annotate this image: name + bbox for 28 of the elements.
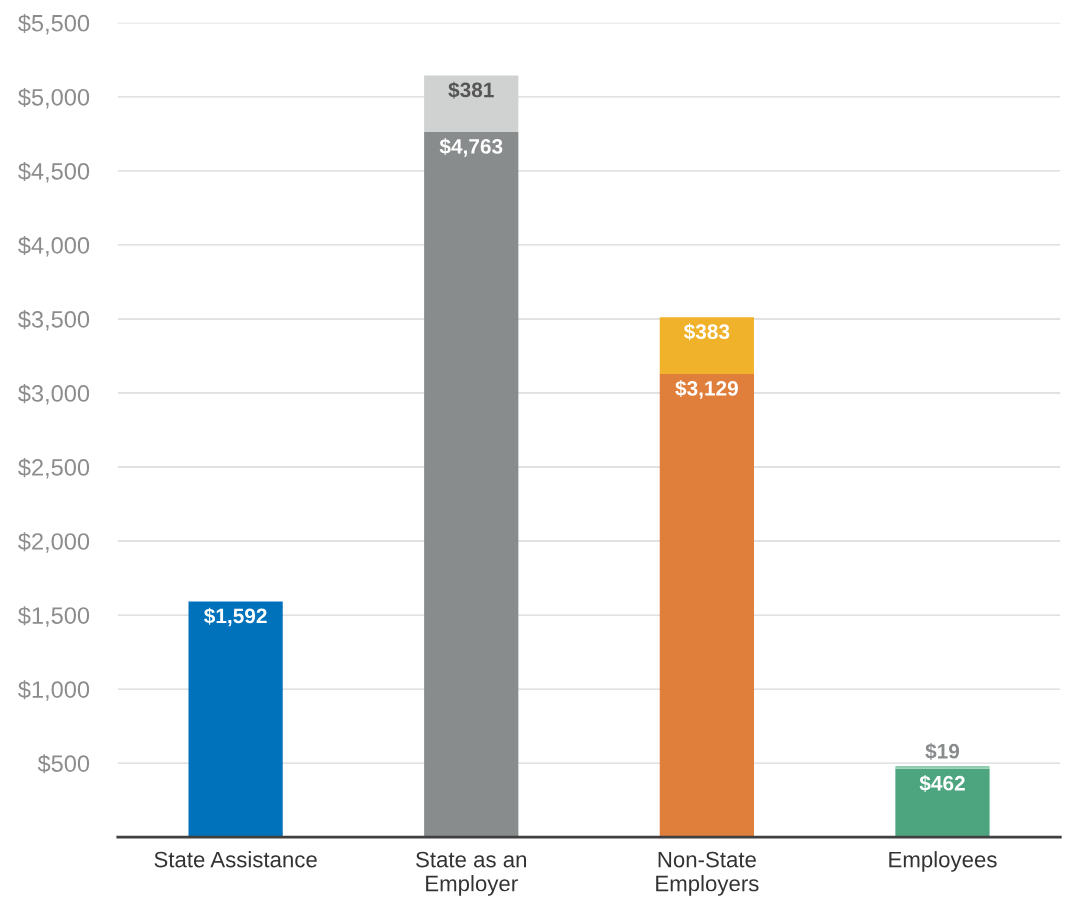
bar — [659, 373, 754, 838]
y-tick-label: $4,000 — [18, 235, 90, 257]
data-label: $383 — [683, 323, 730, 341]
data-label: $381 — [448, 81, 494, 99]
bar — [659, 317, 754, 374]
y-tick-label: $3,500 — [18, 310, 90, 331]
y-tick-label: $5,500 — [18, 13, 90, 35]
y-tick-label: $3,000 — [18, 384, 90, 405]
data-label: $462 — [919, 774, 965, 792]
y-tick-label: $5,000 — [18, 87, 90, 109]
x-tick-label: State Assistance — [154, 851, 317, 868]
data-label: $19 — [925, 742, 960, 760]
bar — [895, 768, 990, 838]
x-tick-label: State as an Employer — [416, 851, 527, 896]
y-tick-label: $2,500 — [18, 458, 90, 479]
bar — [895, 765, 990, 769]
y-tick-label: $2,000 — [18, 532, 90, 553]
y-tick-label: $500 — [37, 754, 90, 774]
data-label: $3,129 — [675, 380, 738, 399]
y-tick-label: $1,000 — [18, 680, 90, 701]
x-tick-label: Employees — [889, 851, 997, 872]
x-tick-label: Non-State Employers — [656, 851, 759, 896]
bar — [424, 131, 519, 838]
data-label: $4,763 — [439, 138, 503, 157]
bar — [188, 601, 283, 838]
y-tick-label: $1,500 — [18, 606, 90, 627]
y-tick-label: $4,500 — [18, 161, 90, 183]
data-label: $1,592 — [204, 607, 267, 627]
